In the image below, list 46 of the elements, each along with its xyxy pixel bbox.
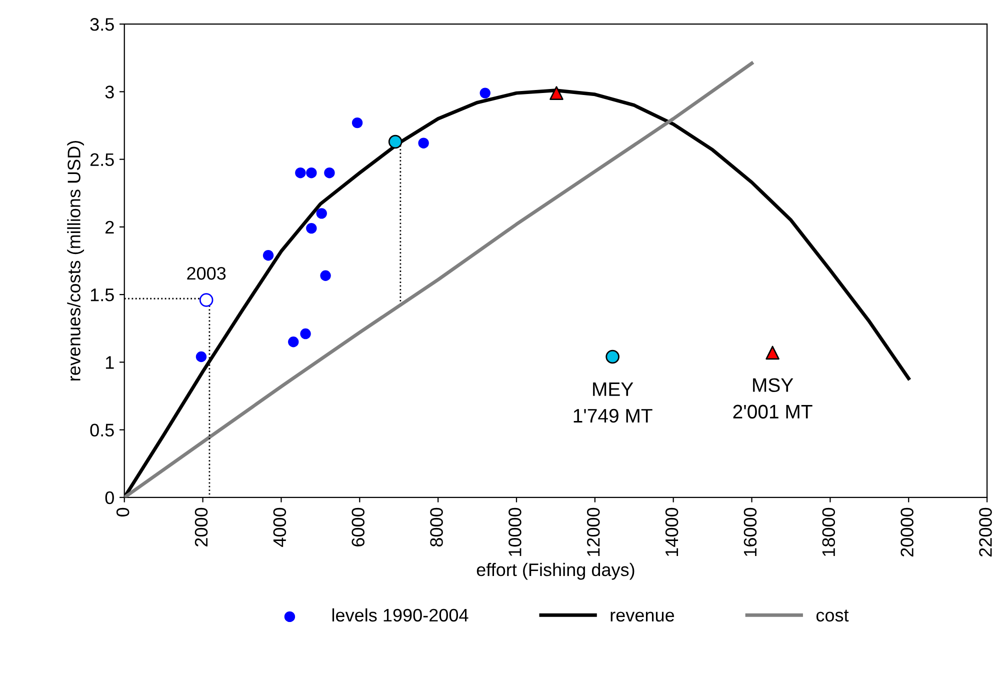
y-tick-label: 3.5 [90,18,114,31]
point [288,336,299,348]
y-tick-label: 0.5 [90,424,114,437]
x-tick-label: 16000 [744,508,757,556]
x-axis-title: effort (Fishing days) [476,562,634,580]
x-tick-label: 4000 [273,508,286,547]
point [352,117,363,128]
y-tick-label: 2.5 [90,153,114,166]
y-tick-label: 2 [106,220,114,234]
point [199,293,214,307]
legend-label: revenue [610,612,674,622]
x-tick-label: 18000 [822,508,836,556]
y-tick-label: 0 [105,491,114,504]
x-tick-label: 12000 [586,508,600,556]
x-tick-label: 10000 [508,508,522,556]
point [388,134,402,149]
y-tick-label: 1.5 [90,288,114,302]
point [262,250,274,261]
y-tick-label: 3 [105,86,114,98]
annotation: MSY 2'001 MT [733,378,812,419]
y-tick-label: 1 [106,356,114,369]
point [196,351,207,362]
annotation: MEY 1'749 MT [574,382,652,423]
point [550,86,564,100]
point [295,167,306,178]
point [300,328,311,340]
point [316,208,327,219]
annotation: 2003 [187,266,226,280]
x-tick-label: 20000 [900,508,914,556]
point [766,346,780,360]
legend-label: levels 1990-2004 [332,608,468,622]
point [324,167,335,178]
point [480,88,490,98]
point [418,138,429,148]
point [306,222,317,234]
y-axis-title: revenues/costs (millions USD) [67,140,84,380]
x-tick-label: 14000 [665,508,678,556]
x-tick-label: 2000 [194,508,208,546]
x-tick-label: 8000 [430,508,443,547]
point [306,167,317,178]
point [606,350,620,364]
legend-label: cost [816,610,849,622]
point [320,270,331,281]
x-tick-label: 0 [116,508,130,516]
x-tick-label: 22000 [979,508,992,556]
x-tick-label: 6000 [352,508,364,546]
